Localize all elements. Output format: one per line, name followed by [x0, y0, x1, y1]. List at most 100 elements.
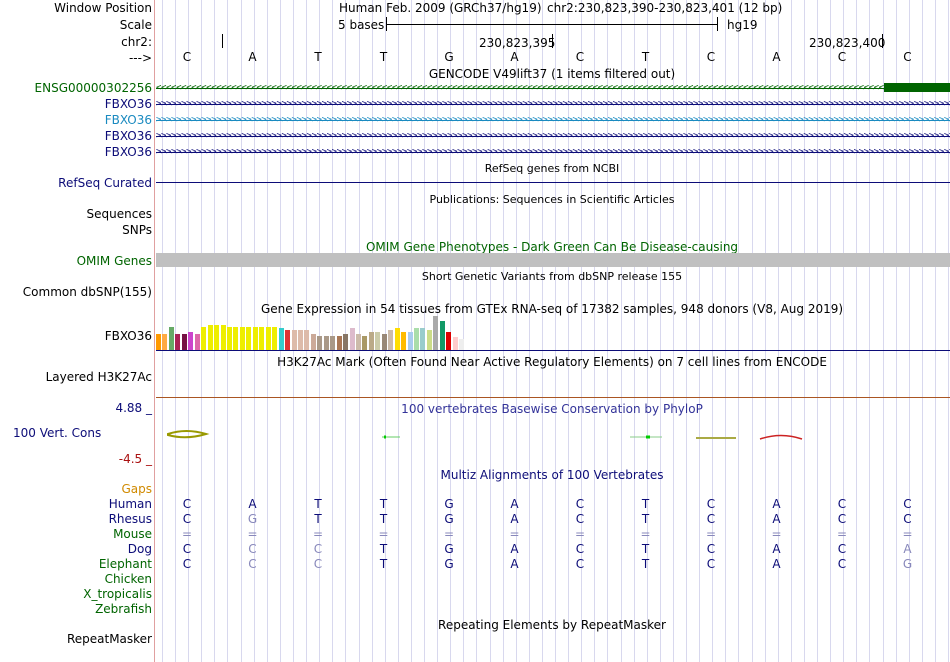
alignment-base: C [903, 497, 912, 511]
gtex-tissue-bar[interactable] [362, 336, 368, 350]
species-label: Zebrafish [95, 602, 152, 616]
gencode-track-label[interactable]: FBXO36 [104, 129, 152, 143]
gtex-tissue-bar[interactable] [239, 327, 245, 350]
transcript-line [156, 104, 950, 105]
gridline [411, 0, 412, 662]
ruler-coord-2: 230,823,400 [809, 36, 886, 50]
gtex-tissue-bar[interactable] [452, 337, 458, 350]
gtex-gene-label: FBXO36 [104, 329, 152, 343]
phylop-min-label: -4.5 _ [118, 452, 152, 466]
alignment-base: T [641, 497, 650, 511]
gtex-tissue-bar[interactable] [459, 339, 465, 350]
gencode-track-label[interactable]: FBXO36 [104, 97, 152, 111]
gtex-tissue-bar[interactable] [433, 316, 439, 350]
gtex-tissue-bar[interactable] [336, 336, 342, 350]
repeatmasker-label: RepeatMasker [66, 632, 152, 646]
gtex-tissue-bar[interactable] [246, 327, 252, 350]
alignment-base: T [314, 512, 322, 526]
gtex-tissue-bar[interactable] [252, 327, 258, 350]
gridline [490, 0, 491, 662]
gtex-tissue-bar[interactable] [323, 336, 329, 350]
gtex-tissue-bar[interactable] [214, 325, 220, 350]
gtex-tissue-bar[interactable] [310, 334, 316, 350]
alignment-base: C [182, 497, 192, 511]
gtex-tissue-bar[interactable] [381, 334, 387, 350]
gtex-tissue-bar[interactable] [220, 325, 226, 350]
gtex-tissue-bar[interactable] [349, 328, 355, 350]
gtex-tissue-bar[interactable] [291, 330, 297, 350]
gridline [647, 0, 648, 662]
gtex-tissue-bar[interactable] [207, 325, 213, 350]
gtex-tissue-bar[interactable] [297, 330, 303, 350]
gencode-transcript[interactable]: <<<<<<<<<<<<<<<<<<<<<<<<<<<<<<<<<<<<<<<<… [156, 83, 950, 93]
gridline [594, 0, 595, 662]
gtex-tissue-bar[interactable] [259, 327, 265, 350]
gtex-tissue-bar[interactable] [368, 332, 374, 350]
gtex-tissue-bar[interactable] [394, 328, 400, 350]
gridline [332, 0, 333, 662]
gridline [568, 0, 569, 662]
gtex-tissue-bar[interactable] [181, 334, 187, 350]
transcript-line [156, 136, 950, 137]
ruler-tick [552, 34, 553, 48]
alignment-base: T [379, 557, 388, 571]
gtex-tissue-bar[interactable] [388, 330, 394, 350]
species-label: Chicken [104, 572, 152, 586]
gtex-tissue-bar[interactable] [175, 334, 181, 350]
gencode-track-label[interactable]: FBXO36 [104, 145, 152, 159]
gtex-tissue-bar[interactable] [265, 327, 271, 350]
ruler-base: C [706, 50, 716, 64]
scale-text: 5 bases [338, 18, 385, 32]
gridline [385, 0, 386, 662]
species-label: X_tropicalis [83, 587, 152, 601]
assembly-name: Human Feb. 2009 (GRCh37/hg19) [339, 1, 542, 15]
gtex-tissue-bar[interactable] [285, 330, 290, 350]
gtex-tissue-bar[interactable] [168, 327, 174, 350]
gtex-tissue-bar[interactable] [414, 328, 419, 350]
gtex-tissue-bar[interactable] [233, 327, 239, 350]
gtex-tissue-bar[interactable] [375, 332, 381, 350]
gridline [476, 0, 477, 662]
gtex-tissue-bar[interactable] [201, 327, 207, 350]
omim-gene-bar[interactable] [156, 253, 950, 267]
alignment-base: C [182, 557, 192, 571]
gtex-tissue-bar[interactable] [304, 330, 310, 350]
gtex-tissue-bar[interactable] [420, 328, 426, 350]
phylop-peak [167, 430, 210, 439]
gencode-transcript[interactable]: >>>>>>>>>>>>>>>>>>>>>>>>>>>>>>>>>>>>>>>>… [156, 99, 950, 109]
gtex-tissue-bar[interactable] [156, 334, 161, 350]
gtex-tissue-bar[interactable] [330, 336, 336, 350]
gtex-tissue-bar[interactable] [226, 327, 232, 350]
gtex-tissue-bar[interactable] [278, 328, 284, 350]
gtex-tissue-bar[interactable] [317, 336, 323, 350]
alignment-base: C [706, 542, 716, 556]
gtex-tissue-bar[interactable] [162, 334, 168, 350]
gtex-tissue-bar[interactable] [272, 327, 278, 350]
gencode-track-label[interactable]: FBXO36 [104, 113, 152, 127]
gencode-transcript[interactable]: >>>>>>>>>>>>>>>>>>>>>>>>>>>>>>>>>>>>>>>>… [156, 147, 950, 157]
gtex-tissue-bar[interactable] [401, 332, 407, 350]
gtex-tissue-bar[interactable] [194, 334, 200, 350]
alignment-base: A [510, 557, 519, 571]
gencode-track-label[interactable]: ENSG00000302256 [34, 81, 152, 95]
gtex-tissue-bar[interactable] [426, 330, 432, 350]
ruler-tick [882, 34, 883, 48]
gtex-tissue-bar[interactable] [446, 332, 452, 350]
gtex-tissue-bar[interactable] [188, 332, 194, 350]
gencode-transcript[interactable]: >>>>>>>>>>>>>>>>>>>>>>>>>>>>>>>>>>>>>>>>… [156, 131, 950, 141]
refseq-gene-line[interactable] [156, 182, 950, 183]
gtex-tissue-bar[interactable] [407, 332, 413, 350]
gridline [450, 0, 451, 662]
gridline [922, 0, 923, 662]
exon-block[interactable] [884, 83, 950, 92]
gridline [162, 0, 163, 662]
refseq-curated-label: RefSeq Curated [58, 176, 152, 190]
ruler-tick [222, 34, 223, 48]
transcript-line [156, 152, 950, 153]
gtex-tissue-bar[interactable] [356, 334, 361, 350]
strand-arrows: >>>>>>>>>>>>>>>>>>>>>>>>>>>>>>>>>>>>>>>>… [156, 147, 950, 157]
gtex-tissue-bar[interactable] [439, 321, 445, 350]
gencode-transcript[interactable]: >>>>>>>>>>>>>>>>>>>>>>>>>>>>>>>>>>>>>>>>… [156, 115, 950, 125]
gtex-tissue-bar[interactable] [343, 334, 349, 350]
gaps-label: Gaps [121, 482, 152, 496]
